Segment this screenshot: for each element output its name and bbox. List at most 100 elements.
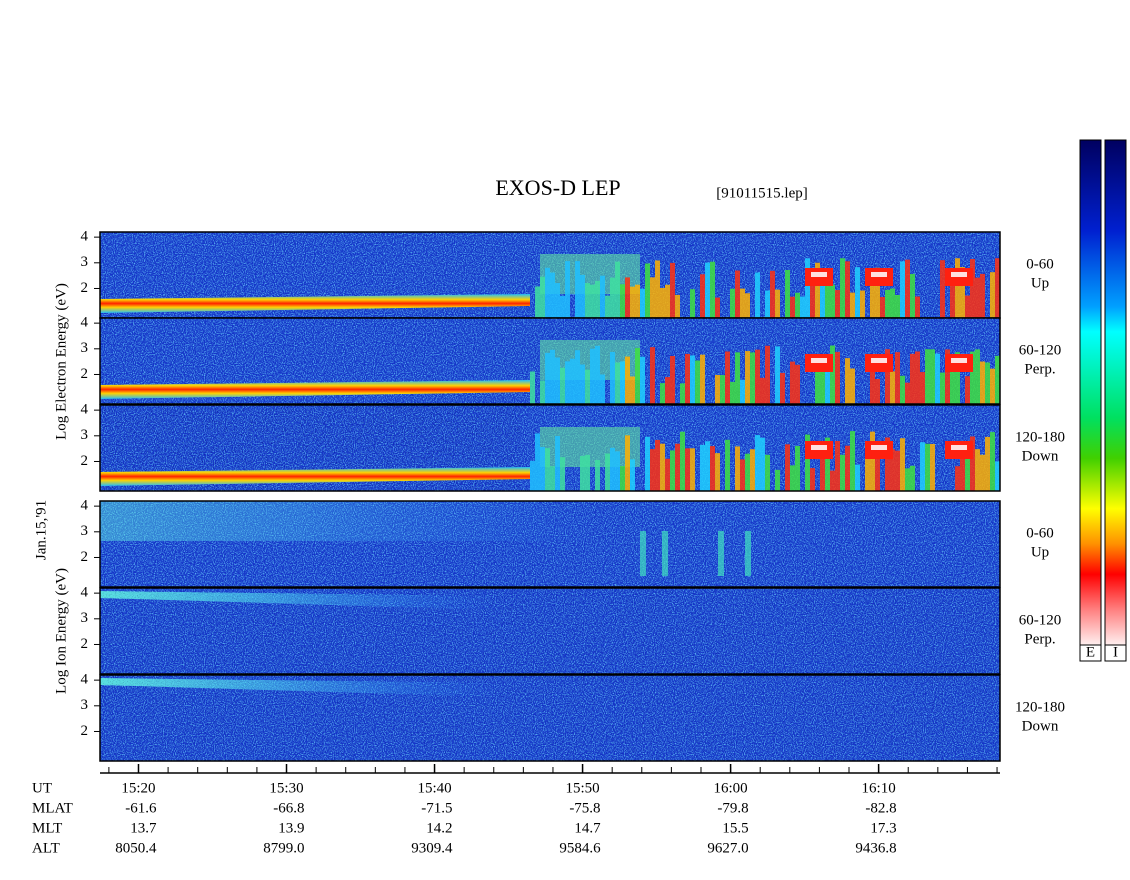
- colorbar-label-box: [1104, 644, 1127, 662]
- flux-column: [685, 353, 690, 404]
- flux-column: [865, 443, 870, 491]
- ephemeris-value: 9627.0: [707, 840, 748, 856]
- pitch-label: 60-120: [1019, 342, 1062, 358]
- energy-band: [100, 294, 530, 313]
- flux-column: [910, 273, 915, 318]
- flux-column: [870, 277, 875, 318]
- flux-column: [635, 284, 640, 318]
- flux-column: [925, 349, 930, 404]
- flux-column: [725, 351, 730, 404]
- flux-column: [565, 361, 570, 404]
- flux-column: [840, 454, 845, 491]
- noise: [100, 675, 1000, 761]
- flux-column: [535, 433, 540, 491]
- flux-column: [760, 377, 765, 404]
- flux-column: [685, 448, 690, 491]
- spectrogram-panel: [99, 500, 1001, 588]
- flux-column: [980, 273, 985, 318]
- flux-column: [970, 351, 975, 404]
- flux-column: [630, 286, 635, 318]
- flux-column: [825, 437, 830, 491]
- flux-column: [975, 349, 980, 404]
- flux-column: [775, 346, 780, 404]
- ephemeris-value: 8799.0: [263, 840, 304, 856]
- x-tick-label: 15:30: [269, 780, 303, 796]
- ion-burst: [745, 531, 751, 576]
- ephemeris-value: 9584.6: [559, 840, 601, 856]
- row-label: MLT: [32, 820, 62, 836]
- flux-column: [940, 372, 945, 404]
- y-tick-label: 3: [81, 697, 89, 713]
- flux-column: [645, 436, 650, 491]
- flux-column: [755, 435, 760, 491]
- flux-column: [920, 442, 925, 491]
- flux-column: [560, 457, 565, 491]
- flux-column: [995, 461, 1000, 491]
- flux-column: [935, 353, 940, 404]
- flux-column: [700, 354, 705, 404]
- flux-column: [895, 352, 900, 404]
- hot-spot: [871, 445, 887, 450]
- flux-column: [795, 364, 800, 404]
- y-tick-label: 3: [81, 254, 89, 270]
- flux-column: [580, 455, 585, 491]
- x-tick-label: 15:40: [417, 780, 451, 796]
- flux-column: [625, 435, 630, 491]
- flux-column: [640, 288, 645, 318]
- y-tick-label: 2: [81, 549, 89, 565]
- flux-column: [810, 468, 815, 491]
- ion-beam: [100, 501, 600, 541]
- flux-column: [890, 449, 895, 491]
- colorbar: [1104, 139, 1127, 646]
- flux-column: [825, 283, 830, 318]
- flux-column: [700, 274, 705, 318]
- ion-burst: [662, 531, 668, 576]
- flux-column: [765, 345, 770, 404]
- flux-column: [610, 351, 615, 404]
- energy-band: [100, 467, 530, 486]
- flux-column: [655, 260, 660, 318]
- flux-column: [750, 449, 755, 491]
- flux-column: [970, 259, 975, 318]
- flux-column: [875, 267, 880, 318]
- ephemeris-value: -82.8: [865, 800, 896, 816]
- flux-column: [585, 283, 590, 318]
- y-tick-label: 4: [81, 315, 89, 331]
- flux-column: [850, 368, 855, 404]
- flux-column: [575, 350, 580, 404]
- flux-column: [855, 267, 860, 318]
- file-name: [91011515.lep]: [716, 185, 808, 201]
- hot-spot: [811, 358, 827, 363]
- panel-frame: [99, 500, 1001, 588]
- noise: [100, 588, 1000, 674]
- flux-column: [610, 277, 615, 318]
- flux-column: [965, 376, 970, 404]
- flux-column: [705, 262, 710, 318]
- pitch-label: 120-180: [1015, 429, 1065, 445]
- flux-column: [820, 281, 825, 318]
- flux-column: [780, 372, 785, 404]
- flux-column: [635, 348, 640, 404]
- y-tick-label: 2: [81, 366, 89, 382]
- flux-column: [540, 276, 545, 318]
- flux-column: [615, 451, 620, 491]
- y-tick-label: 2: [81, 723, 89, 739]
- y-tick-label: 4: [81, 585, 89, 601]
- flux-column: [660, 443, 665, 491]
- ephemeris-value: 9436.8: [855, 840, 896, 856]
- flux-column: [980, 361, 985, 404]
- flux-column: [775, 469, 780, 491]
- flux-column: [875, 378, 880, 404]
- flux-column: [925, 443, 930, 491]
- pitch-label: 120-180: [1015, 699, 1065, 715]
- flux-column: [620, 361, 625, 404]
- ephemeris-value: -71.5: [421, 800, 452, 816]
- flux-column: [650, 347, 655, 404]
- ephemeris-value: 14.2: [426, 820, 452, 836]
- flux-column: [715, 375, 720, 404]
- flux-column: [795, 446, 800, 491]
- flux-column: [690, 289, 695, 318]
- flux-column: [630, 376, 635, 404]
- flux-column: [580, 364, 585, 404]
- flux-column: [850, 292, 855, 318]
